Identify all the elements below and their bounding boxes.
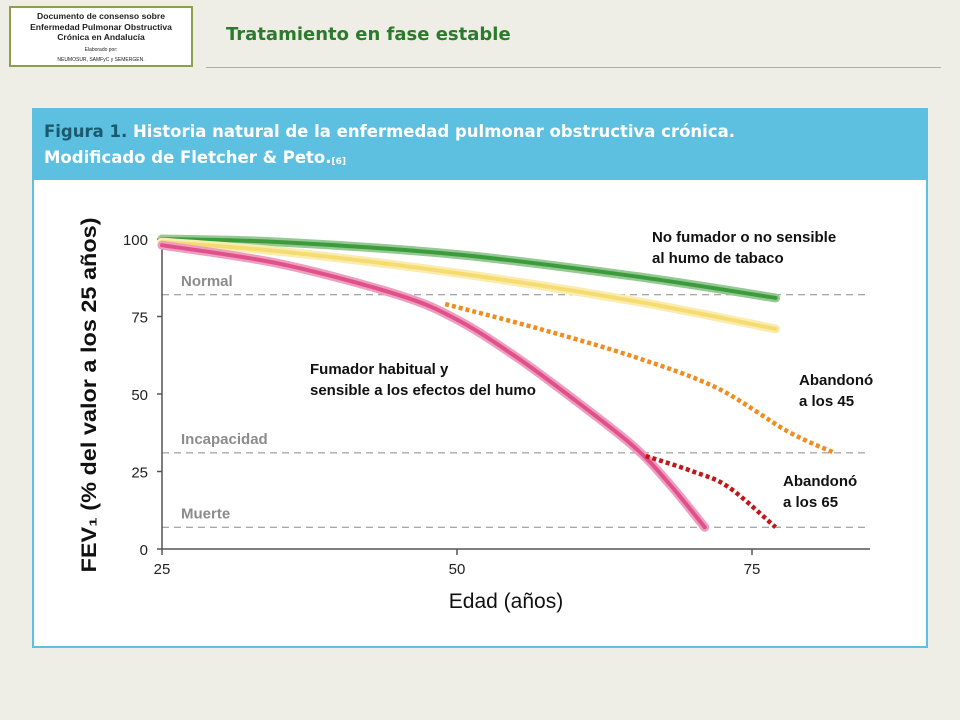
- annotation-0-line-1: al humo de tabaco: [652, 250, 784, 267]
- figure-panel: Figura 1. Historia natural de la enferme…: [32, 108, 928, 648]
- annotation-2-line-0: Abandonó: [799, 372, 873, 389]
- logo-line: Crónica en Andalucía: [57, 32, 145, 42]
- figure-label: Figura 1.: [44, 122, 128, 141]
- logo-line: Enfermedad Pulmonar Obstructiva: [30, 21, 172, 32]
- annotation-0-line-0: No fumador o no sensible: [652, 229, 836, 246]
- caption-line-2: Modificado de Fletcher & Peto.: [44, 148, 332, 167]
- y-tick-label-25: 25: [131, 465, 148, 482]
- y-tick-label-100: 100: [123, 232, 148, 249]
- annotation-2-line-1: a los 45: [799, 393, 854, 410]
- caption-line-1: Historia natural de la enfermedad pulmon…: [133, 122, 736, 141]
- threshold-label-muerte: Muerte: [181, 505, 230, 522]
- y-tick-label-75: 75: [131, 310, 148, 327]
- x-tick-label-50: 50: [449, 561, 466, 578]
- caption-reference: [6]: [331, 157, 347, 167]
- logo: Documento de consenso sobre Enfermedad P…: [9, 6, 193, 67]
- series-line-3: [444, 301, 836, 455]
- series-line-1: [160, 240, 778, 331]
- x-tick-label-25: 25: [154, 561, 171, 578]
- y-tick-label-50: 50: [131, 387, 148, 404]
- x-tick-label-75: 75: [744, 561, 761, 578]
- page-title: Tratamiento en fase estable: [226, 24, 511, 45]
- x-axis-label: Edad (años): [449, 590, 563, 613]
- logo-line: Documento de consenso sobre: [37, 11, 165, 21]
- annotation-3-line-1: a los 65: [783, 494, 838, 511]
- figure-caption-bar: Figura 1. Historia natural de la enferme…: [34, 110, 926, 180]
- y-tick-label-0: 0: [140, 542, 148, 559]
- logo-credit: NEUMOSUR, SAMFyC y SEMERGEN.: [57, 56, 145, 63]
- threshold-label-normal: Normal: [181, 273, 233, 290]
- y-axis-label: FEV₁ (% del valor a los 25 años): [78, 218, 101, 573]
- annotation-3-line-0: Abandonó: [783, 473, 857, 490]
- annotation-1-line-0: Fumador habitual y: [310, 361, 449, 378]
- header-divider: [206, 67, 941, 68]
- annotation-1-line-1: sensible a los efectos del humo: [310, 382, 536, 399]
- logo-credit: Elaborado por:: [84, 46, 118, 53]
- series-line-0: [160, 237, 778, 300]
- threshold-label-incapacidad: Incapacidad: [181, 431, 268, 448]
- series-line-4: [645, 453, 778, 530]
- series-line-2: [160, 243, 707, 530]
- figure-caption: Figura 1. Historia natural de la enferme…: [44, 119, 735, 174]
